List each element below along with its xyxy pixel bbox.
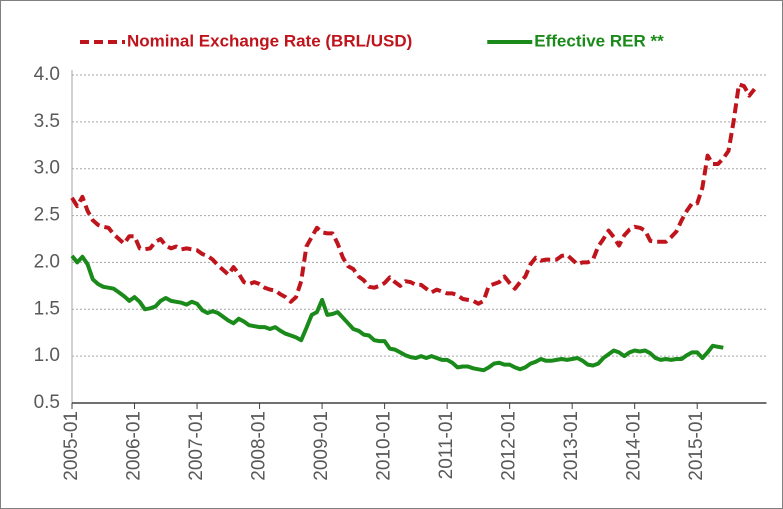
x-tick-label: 2010-01 <box>374 411 395 481</box>
series-line <box>70 82 757 306</box>
y-tick-label: 1.5 <box>34 298 60 319</box>
x-tick-label: 2012-01 <box>499 411 520 481</box>
x-tick-label: 2015-01 <box>686 411 707 481</box>
y-tick-label: 0.5 <box>34 392 60 413</box>
x-tick-label: 2006-01 <box>124 411 145 481</box>
y-tick-label: 4.0 <box>34 64 60 85</box>
y-tick-label: 3.5 <box>34 111 60 132</box>
x-tick-label: 2011-01 <box>436 411 457 479</box>
legend-label: Nominal Exchange Rate (BRL/USD) <box>127 31 412 50</box>
y-tick-label: 2.5 <box>34 205 60 226</box>
y-tick-label: 2.0 <box>34 251 60 272</box>
y-tick-label: 3.0 <box>34 158 60 179</box>
series-line <box>70 254 724 373</box>
x-tick-label: 2005-01 <box>61 411 82 481</box>
x-tick-label: 2013-01 <box>561 411 582 481</box>
x-tick-label: 2007-01 <box>186 411 207 481</box>
x-tick-label: 2008-01 <box>249 411 270 481</box>
legend-label: Effective RER ** <box>534 31 664 50</box>
x-tick-label: 2014-01 <box>624 411 645 481</box>
y-tick-label: 1.0 <box>34 345 60 366</box>
x-tick-label: 2009-01 <box>311 411 332 481</box>
